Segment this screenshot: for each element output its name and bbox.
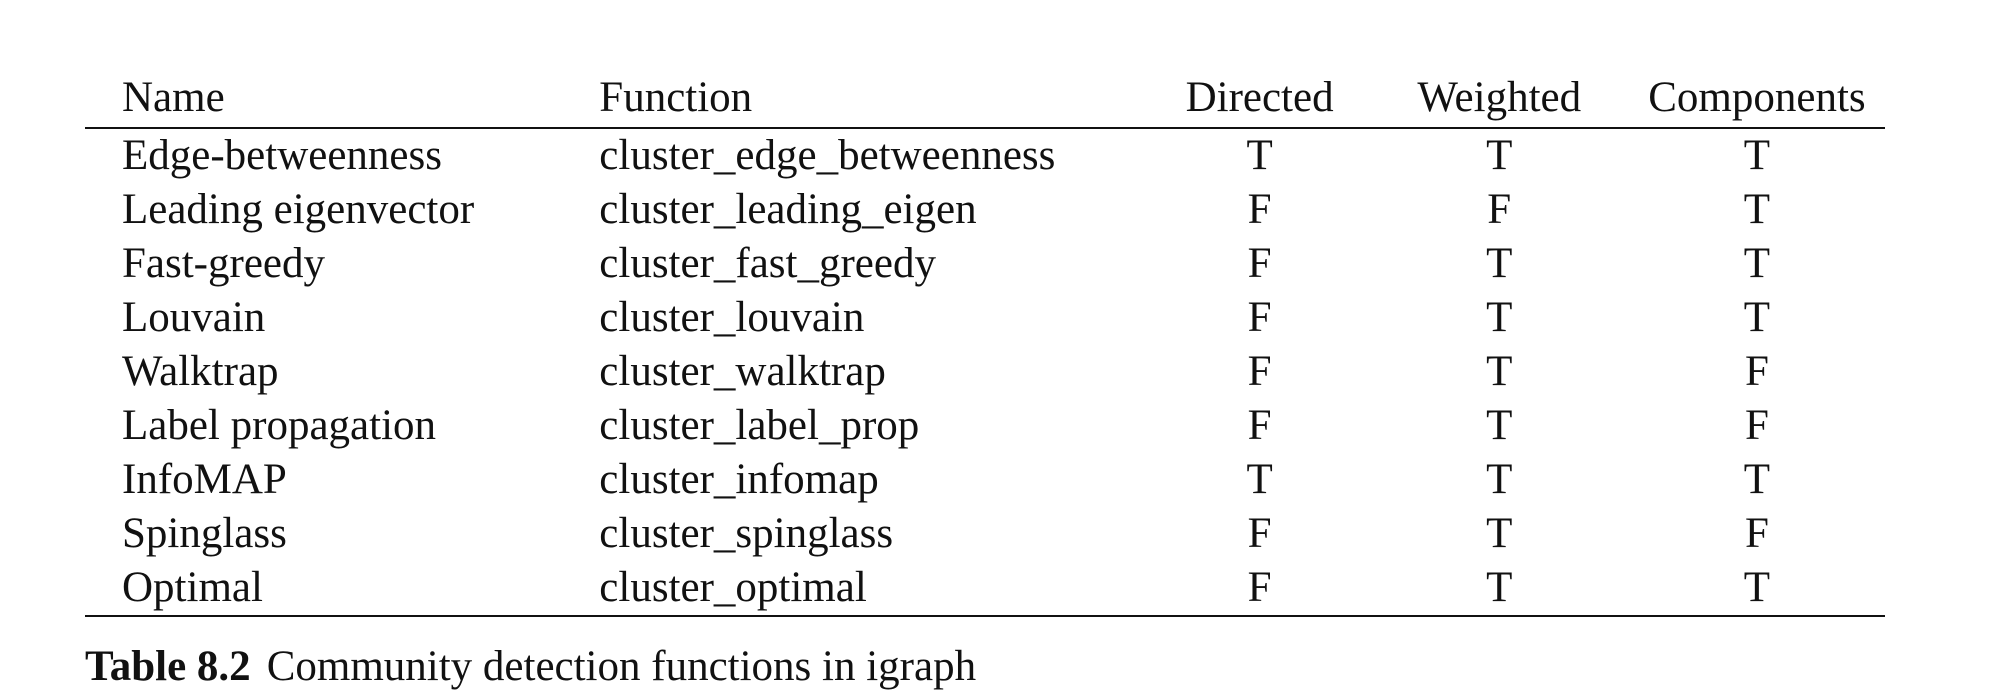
- cell-components: T: [1743, 294, 1771, 341]
- caption-text: Community detection functions in igraph: [266, 643, 977, 690]
- cell-function: cluster_walktrap: [599, 348, 886, 395]
- cell-function: cluster_spinglass: [599, 510, 894, 557]
- cell-components: T: [1743, 132, 1771, 179]
- cell-directed: F: [1247, 294, 1272, 341]
- cell-components: F: [1744, 402, 1769, 449]
- cell-name: Walktrap: [122, 348, 279, 395]
- cell-directed: F: [1247, 186, 1272, 233]
- header-function: Function: [599, 68, 1150, 129]
- cell-weighted: T: [1369, 561, 1629, 617]
- cell-weighted: T: [1486, 132, 1513, 179]
- header-weighted: Weighted: [1369, 68, 1629, 129]
- cell-weighted: T: [1486, 510, 1513, 557]
- header-directed: Directed: [1149, 68, 1370, 129]
- cell-components: T: [1743, 240, 1771, 287]
- cell-weighted: T: [1486, 348, 1513, 395]
- table-row: Label propagation cluster_label_prop F T…: [85, 399, 1885, 453]
- cell-weighted: F: [1487, 186, 1512, 233]
- cell-name: Louvain: [122, 294, 266, 341]
- cell-function: cluster_optimal: [599, 561, 1150, 617]
- table-header-row: Name Function Directed Weighted Componen…: [85, 68, 1885, 129]
- table-row: Louvain cluster_louvain F T T: [85, 291, 1885, 345]
- cell-function: cluster_fast_greedy: [599, 240, 936, 287]
- table-row: Spinglass cluster_spinglass F T F: [85, 507, 1885, 561]
- caption-label: Table 8.2: [85, 643, 251, 690]
- header-components: Components: [1628, 68, 1885, 129]
- cell-name: Optimal: [85, 561, 600, 617]
- header-name: Name: [85, 68, 600, 129]
- cell-name: InfoMAP: [122, 456, 287, 503]
- table-row: InfoMAP cluster_infomap T T T: [85, 453, 1885, 507]
- cell-function: cluster_louvain: [599, 294, 865, 341]
- table-row: Walktrap cluster_walktrap F T F: [85, 345, 1885, 399]
- table-row: Leading eigenvector cluster_leading_eige…: [85, 183, 1885, 237]
- table-caption: Table 8.2 Community detection functions i…: [85, 640, 976, 694]
- cell-directed: F: [1247, 510, 1272, 557]
- cell-directed: T: [1246, 456, 1273, 503]
- cell-name: Fast-greedy: [122, 240, 325, 287]
- cell-weighted: T: [1486, 240, 1513, 287]
- cell-weighted: T: [1486, 402, 1513, 449]
- cell-directed: F: [1247, 240, 1272, 287]
- cell-directed: F: [1247, 402, 1272, 449]
- cell-weighted: T: [1486, 294, 1513, 341]
- cell-function: cluster_infomap: [599, 456, 879, 503]
- cell-directed: T: [1246, 132, 1273, 179]
- cell-components: F: [1744, 510, 1769, 557]
- cell-directed: F: [1247, 348, 1272, 395]
- cell-name: Edge-betweenness: [122, 132, 442, 179]
- cell-components: T: [1743, 456, 1771, 503]
- cell-name: Label propagation: [122, 402, 437, 449]
- table-row: Edge-betweenness cluster_edge_betweennes…: [85, 128, 1885, 183]
- cell-components: F: [1744, 348, 1769, 395]
- cell-weighted: T: [1486, 456, 1513, 503]
- cell-name: Spinglass: [122, 510, 287, 557]
- cell-name: Leading eigenvector: [122, 186, 475, 233]
- cell-components: T: [1628, 561, 1885, 617]
- table-row: Optimal cluster_optimal F T T: [85, 561, 1885, 617]
- cell-function: cluster_label_prop: [599, 402, 920, 449]
- table-row: Fast-greedy cluster_fast_greedy F T T: [85, 237, 1885, 291]
- cell-directed: F: [1149, 561, 1370, 617]
- community-detection-table: Name Function Directed Weighted Componen…: [85, 68, 1885, 617]
- cell-function: cluster_edge_betweenness: [599, 132, 1056, 179]
- cell-components: T: [1743, 186, 1771, 233]
- cell-function: cluster_leading_eigen: [599, 186, 977, 233]
